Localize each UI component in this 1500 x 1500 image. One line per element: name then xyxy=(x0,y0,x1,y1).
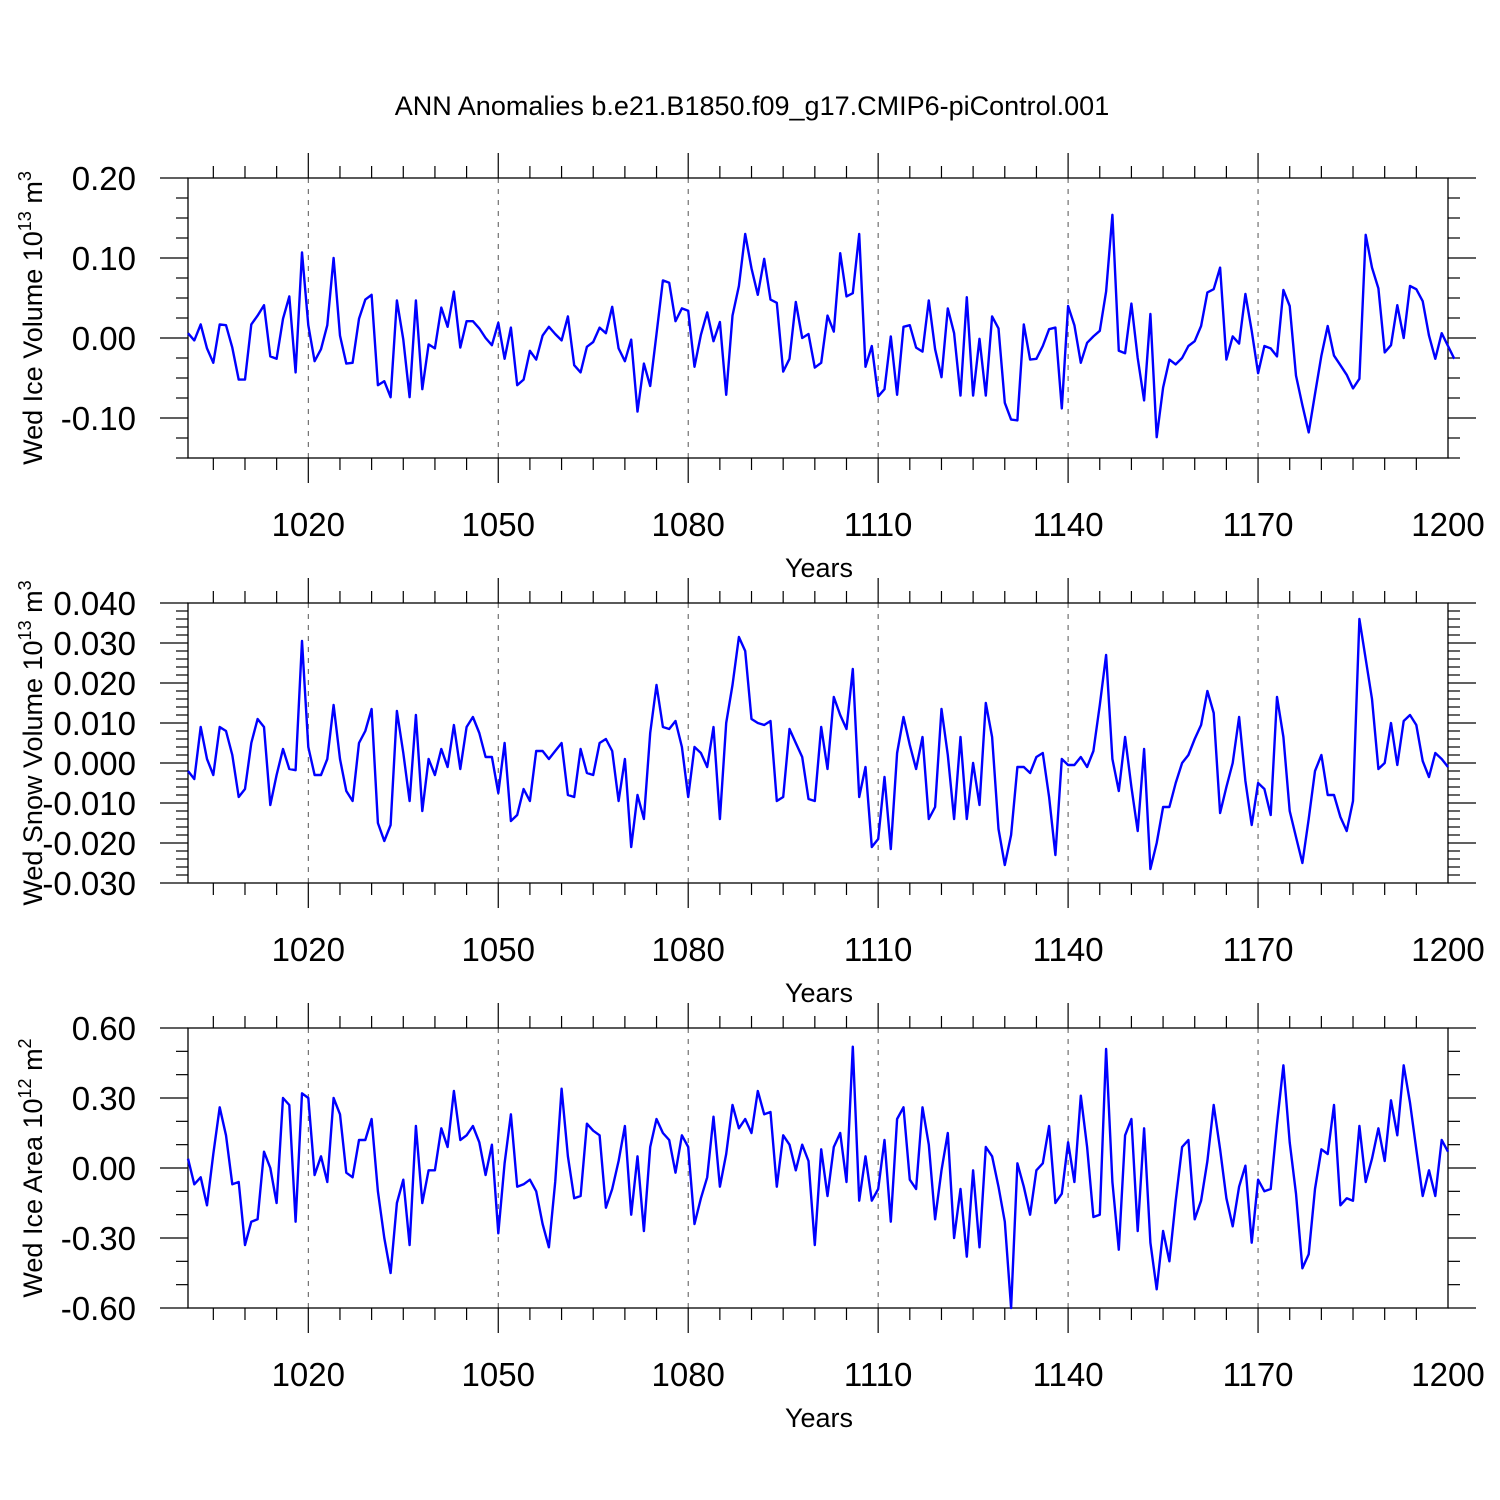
y-tick-label: 0.020 xyxy=(53,665,136,702)
y-tick-label: -0.30 xyxy=(61,1220,136,1257)
x-tick-label: 1080 xyxy=(651,931,724,968)
y-axis-label-unit: m xyxy=(18,1048,48,1078)
x-tick-label: 1110 xyxy=(844,506,913,543)
x-axis-label: Years xyxy=(785,1403,853,1433)
y-axis-label-exponent: 13 xyxy=(15,620,35,640)
x-tick-label: 1200 xyxy=(1411,931,1484,968)
y-axis-label-unit-exponent: 3 xyxy=(15,171,35,181)
y-tick-label: 0.040 xyxy=(53,585,136,622)
x-axis-label: Years xyxy=(785,553,853,583)
y-tick-label: 0.00 xyxy=(72,1150,136,1187)
y-tick-label: 0.000 xyxy=(53,745,136,782)
x-tick-label: 1170 xyxy=(1223,1356,1294,1393)
x-tick-label: 1110 xyxy=(844,931,913,968)
y-tick-label: 0.00 xyxy=(72,320,136,357)
y-axis-label-text: Wed Snow Volume 10 xyxy=(18,640,48,905)
y-axis-label: Wed Ice Volume 1013 m3 xyxy=(15,171,48,465)
y-axis-label-exponent: 13 xyxy=(15,211,35,231)
y-axis-label-unit: m xyxy=(18,590,48,620)
y-tick-label: 0.30 xyxy=(72,1080,136,1117)
y-tick-label: 0.60 xyxy=(72,1010,136,1047)
panel-3: 1020 1050 1080 1110 1140 1170 1200 Years -0.60 -0… xyxy=(15,1003,1485,1433)
x-tick-label: 1020 xyxy=(272,1356,345,1393)
y-axis-label-exponent: 12 xyxy=(15,1078,35,1098)
x-tick-label: 1020 xyxy=(272,506,345,543)
y-axis-label: Wed Ice Area 1012 m2 xyxy=(15,1038,48,1297)
chart-title: ANN Anomalies b.e21.B1850.f09_g17.CMIP6-… xyxy=(395,91,1109,121)
x-tick-label: 1140 xyxy=(1033,931,1104,968)
y-tick-label: -0.030 xyxy=(42,865,136,902)
x-tick-label: 1020 xyxy=(272,931,345,968)
y-axis-label-text: Wed Ice Area 10 xyxy=(18,1098,48,1297)
y-tick-label: 0.010 xyxy=(53,705,136,742)
series-line-wed-snow-volume xyxy=(187,617,1449,871)
x-tick-label: 1050 xyxy=(462,1356,535,1393)
y-axis-label-unit: m xyxy=(18,181,48,211)
plot-frame xyxy=(187,602,1449,884)
y-tick-label: -0.020 xyxy=(42,825,136,862)
y-axis-label-unit-exponent: 3 xyxy=(15,580,35,590)
x-tick-label: 1110 xyxy=(844,1356,913,1393)
x-tick-label: 1080 xyxy=(651,506,724,543)
y-tick-label: -0.010 xyxy=(42,785,136,822)
y-tick-label: 0.030 xyxy=(53,625,136,662)
x-tick-label: 1170 xyxy=(1223,506,1294,543)
x-tick-label: 1140 xyxy=(1033,1356,1104,1393)
x-tick-label: 1050 xyxy=(462,506,535,543)
y-axis-label-unit-exponent: 2 xyxy=(15,1038,35,1048)
x-tick-label: 1200 xyxy=(1411,1356,1484,1393)
x-axis-label: Years xyxy=(785,978,853,1008)
y-axis-label: Wed Snow Volume 1013 m3 xyxy=(15,580,48,905)
panel-2: 1020 1050 1080 1110 1140 1170 1200Years-0.030-… xyxy=(15,578,1485,1008)
series-line-wed-ice-volume xyxy=(187,213,1456,439)
series-line-wed-ice-area xyxy=(186,1045,1450,1310)
x-tick-label: 1080 xyxy=(651,1356,724,1393)
x-tick-label: 1050 xyxy=(462,931,535,968)
y-tick-label: 0.10 xyxy=(72,240,136,277)
y-tick-label: 0.20 xyxy=(72,160,136,197)
y-tick-label: -0.60 xyxy=(61,1290,136,1327)
x-tick-label: 1140 xyxy=(1033,506,1104,543)
plot-frame xyxy=(187,177,1449,459)
x-tick-label: 1200 xyxy=(1411,506,1484,543)
y-axis-label-text: Wed Ice Volume 10 xyxy=(18,231,48,465)
x-tick-label: 1170 xyxy=(1223,931,1294,968)
y-tick-label: -0.10 xyxy=(61,400,136,437)
panels: 1020 1050 1080 1110 1140 1170 1200 Years -0.10 0.… xyxy=(15,153,1485,1433)
panel-1: 1020 1050 1080 1110 1140 1170 1200 Years -0.10 0.… xyxy=(15,153,1485,583)
